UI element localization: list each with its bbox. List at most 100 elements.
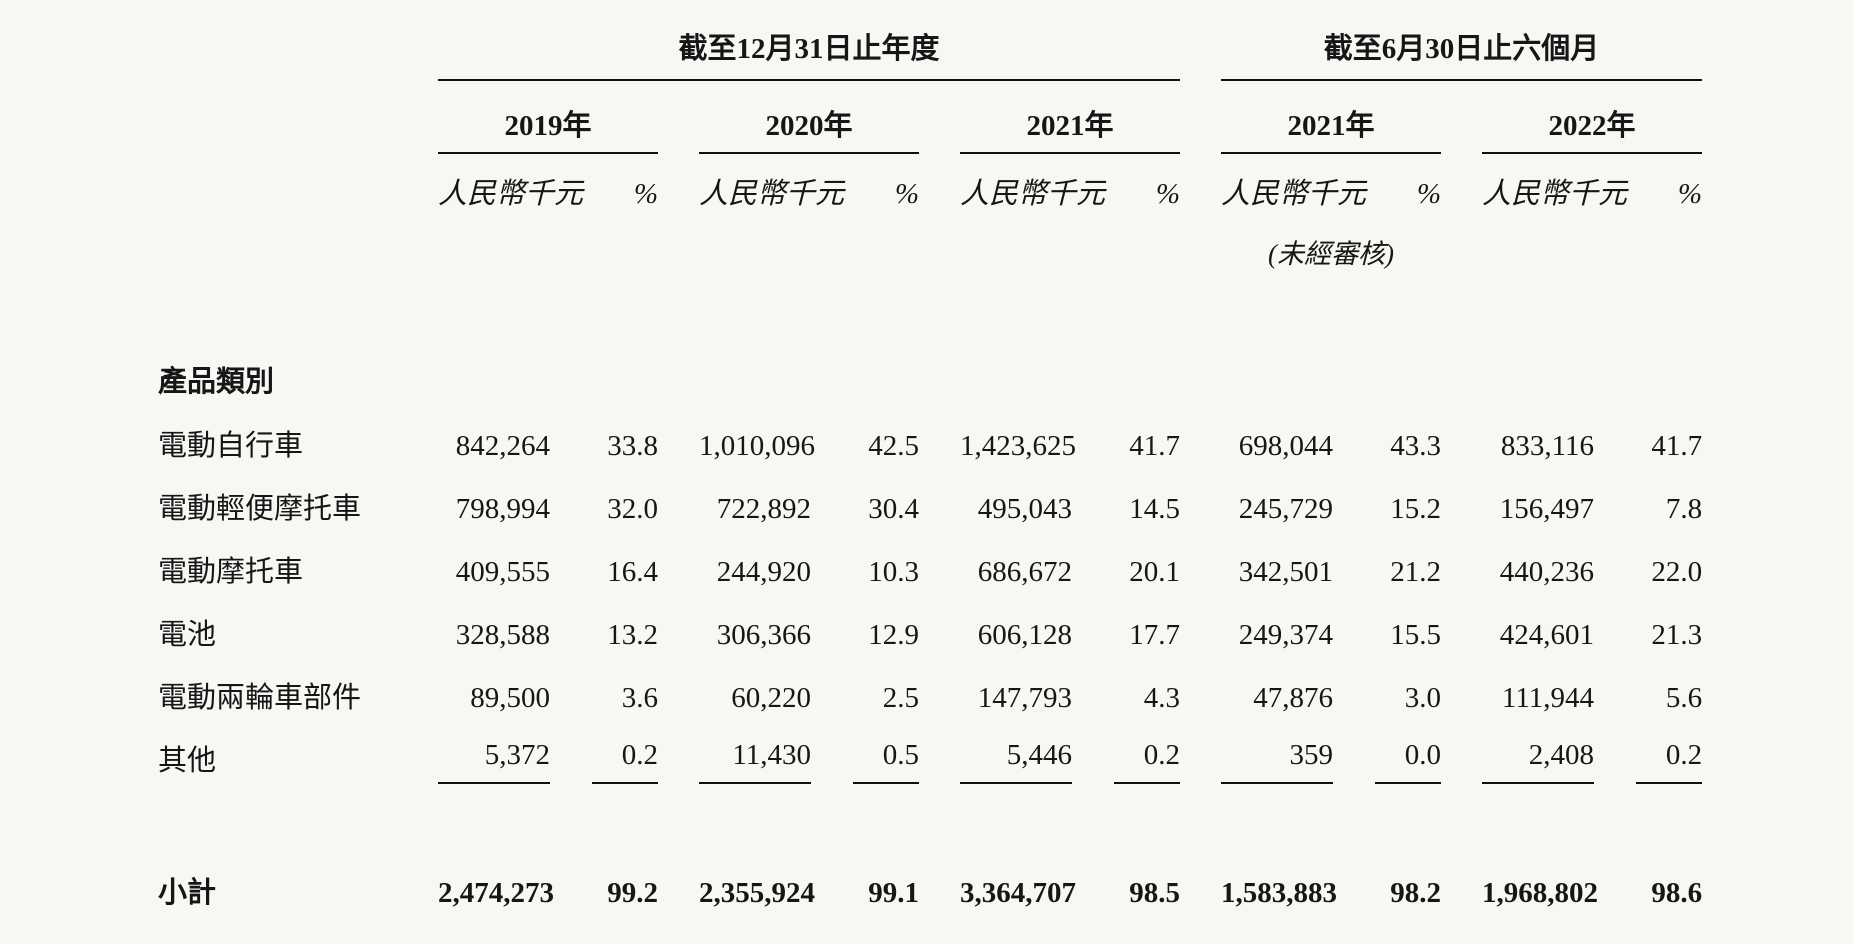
- percent-cell: 42.5: [868, 429, 919, 462]
- row-label: 電池: [158, 618, 217, 651]
- year-header-2021-interim: 2021年: [1221, 80, 1442, 154]
- value-cell: 842,264: [455, 429, 550, 462]
- value-cell: 798,994: [455, 492, 550, 525]
- percent-cell: 17.7: [1129, 618, 1181, 651]
- percent-cell: 2.5: [882, 681, 919, 714]
- percent-cell: 10.3: [868, 555, 919, 588]
- percent-cell: 33.8: [607, 429, 658, 462]
- unit-header: 人民幣千元: [960, 177, 1106, 210]
- value-cell: 306,366: [716, 618, 811, 651]
- percent-cell: 14.5: [1129, 492, 1181, 525]
- value-cell: 424,601: [1499, 618, 1595, 651]
- year-header-2022-interim: 2022年: [1482, 80, 1703, 154]
- value-cell: 89,500: [470, 681, 550, 714]
- value-cell: 5,446: [960, 739, 1072, 784]
- percent-header: %: [894, 177, 919, 210]
- value-cell: 698,044: [1238, 429, 1334, 462]
- value-cell: 147,793: [977, 681, 1072, 714]
- percent-header: %: [1416, 177, 1442, 210]
- table-row: 電動自行車 842,264 33.8 1,010,096 42.5 1,423,…: [158, 415, 1702, 478]
- percent-cell: 7.8: [1665, 492, 1703, 525]
- percent-cell: 3.0: [1404, 681, 1442, 714]
- percent-cell: 3.6: [621, 681, 658, 714]
- percent-cell: 21.2: [1390, 555, 1442, 588]
- table-row: 電池 328,588 13.2 306,366 12.9 606,128 17.…: [158, 604, 1702, 667]
- value-cell: 359: [1221, 739, 1334, 784]
- row-label: 電動摩托車: [158, 555, 304, 588]
- unit-header: 人民幣千元: [699, 177, 845, 210]
- percent-cell: 12.9: [868, 618, 919, 651]
- value-cell: 60,220: [731, 681, 811, 714]
- percent-cell: 30.4: [868, 492, 919, 525]
- percent-header: %: [1155, 177, 1181, 210]
- percent-cell: 22.0: [1651, 555, 1703, 588]
- subtotal-value-cell: 1,583,883: [1221, 876, 1338, 909]
- subtotal-percent-cell: 99.1: [868, 876, 919, 909]
- subtotal-label: 小計: [158, 876, 217, 909]
- percent-cell: 13.2: [607, 618, 658, 651]
- percent-cell: 16.4: [607, 555, 658, 588]
- percent-cell: 5.6: [1665, 681, 1703, 714]
- subtotal-value-cell: 1,968,802: [1482, 876, 1599, 909]
- period-group-row: 截至12月31日止年度 截至6月30日止六個月: [158, 10, 1703, 81]
- value-cell: 606,128: [977, 618, 1072, 651]
- unaudited-note-row: (未經審核): [158, 213, 1702, 270]
- subtotal-value-cell: 2,355,924: [699, 876, 815, 909]
- unit-header-row: 人民幣千元 % 人民幣千元 % 人民幣千元 % 人民幣千元 % 人民幣千元 %: [158, 153, 1702, 213]
- section-header: 產品類別: [158, 365, 275, 398]
- value-cell: 440,236: [1499, 555, 1595, 588]
- unaudited-note: (未經審核): [1268, 238, 1394, 269]
- value-cell: 328,588: [455, 618, 550, 651]
- value-cell: 2,408: [1482, 739, 1595, 784]
- table-row: 電動兩輪車部件 89,500 3.6 60,220 2.5 147,793 4.…: [158, 667, 1702, 730]
- percent-cell: 41.7: [1651, 429, 1703, 462]
- section-header-row: 產品類別: [158, 270, 1702, 415]
- table-row-others: 其他 5,372 0.2 11,430 0.5 5,446 0.2 359 0.…: [158, 730, 1703, 793]
- year-header-2020: 2020年: [699, 80, 919, 154]
- row-label: 電動輕便摩托車: [158, 492, 362, 525]
- subtotal-row: 小計 2,474,273 99.2 2,355,924 99.1 3,364,7…: [158, 793, 1702, 910]
- subtotal-percent-cell: 98.2: [1390, 876, 1442, 909]
- percent-cell: 0.0: [1375, 739, 1442, 784]
- row-label: 電動自行車: [158, 429, 304, 462]
- value-cell: 409,555: [455, 555, 550, 588]
- value-cell: 1,010,096: [699, 429, 815, 462]
- percent-cell: 41.7: [1129, 429, 1181, 462]
- percent-header: %: [1677, 177, 1703, 210]
- value-cell: 686,672: [977, 555, 1072, 588]
- period-group-header-annual: 截至12月31日止年度: [438, 10, 1181, 81]
- subtotal-percent-cell: 99.2: [607, 876, 658, 909]
- value-cell: 833,116: [1500, 429, 1595, 462]
- percent-cell: 20.1: [1129, 555, 1181, 588]
- row-label: 其他: [158, 744, 217, 777]
- value-cell: 156,497: [1499, 492, 1595, 525]
- unit-header: 人民幣千元: [1221, 177, 1367, 210]
- subtotal-percent-cell: 98.6: [1651, 876, 1703, 909]
- value-cell: 11,430: [699, 739, 811, 784]
- percent-cell: 0.2: [1636, 739, 1703, 784]
- percent-header: %: [633, 177, 658, 210]
- value-cell: 722,892: [716, 492, 811, 525]
- year-header-2019: 2019年: [438, 80, 658, 154]
- revenue-breakdown-table: 截至12月31日止年度 截至6月30日止六個月 2019年 2020年 2021…: [158, 10, 1703, 910]
- unit-header: 人民幣千元: [438, 177, 584, 210]
- percent-cell: 0.5: [853, 739, 919, 784]
- percent-cell: 43.3: [1390, 429, 1442, 462]
- row-label: 電動兩輪車部件: [158, 681, 362, 714]
- value-cell: 249,374: [1238, 618, 1334, 651]
- value-cell: 5,372: [438, 739, 550, 784]
- unit-header: 人民幣千元: [1482, 177, 1628, 210]
- percent-cell: 21.3: [1651, 618, 1703, 651]
- value-cell: 244,920: [716, 555, 811, 588]
- value-cell: 47,876: [1253, 681, 1334, 714]
- percent-cell: 0.2: [1114, 739, 1181, 784]
- value-cell: 245,729: [1238, 492, 1334, 525]
- percent-cell: 4.3: [1143, 681, 1181, 714]
- value-cell: 342,501: [1238, 555, 1334, 588]
- table-row: 電動摩托車 409,555 16.4 244,920 10.3 686,672 …: [158, 541, 1702, 604]
- subtotal-value-cell: 2,474,273: [438, 876, 554, 909]
- value-cell: 1,423,625: [960, 429, 1076, 462]
- percent-cell: 32.0: [607, 492, 658, 525]
- percent-cell: 15.5: [1390, 618, 1442, 651]
- subtotal-percent-cell: 98.5: [1129, 876, 1181, 909]
